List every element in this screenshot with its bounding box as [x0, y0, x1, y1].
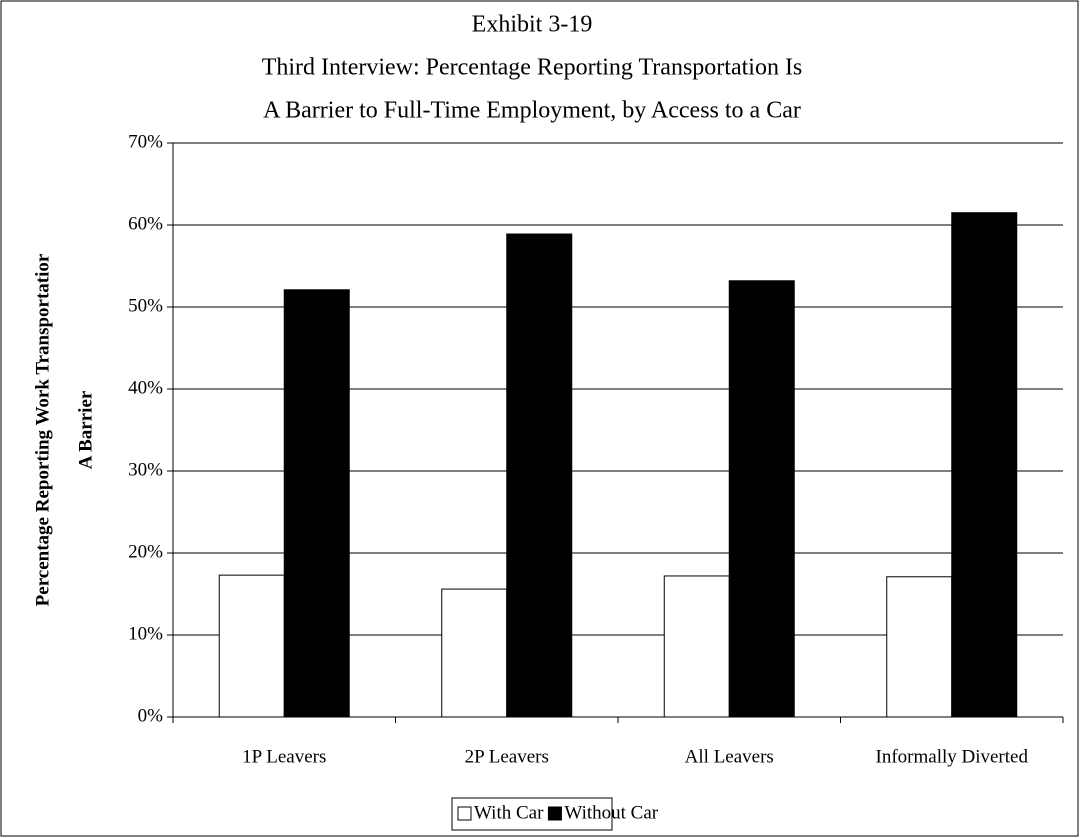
y-tick-label: 60%: [128, 213, 163, 234]
x-tick-label: 2P Leavers: [465, 746, 549, 767]
bar: [218, 574, 285, 718]
bar: [886, 576, 953, 718]
chart-title: Exhibit 3-19: [472, 12, 593, 38]
legend-swatch: [547, 806, 562, 821]
bar: [951, 212, 1018, 718]
bar: [728, 280, 795, 718]
y-tick-label: 20%: [128, 541, 163, 562]
chart-title: Third Interview: Percentage Reporting Tr…: [262, 55, 803, 81]
y-axis-title: Percentage Reporting Work Transportatior: [32, 253, 53, 606]
bar: [441, 588, 508, 718]
bar: [506, 233, 573, 718]
bar: [283, 289, 350, 718]
y-tick-label: 10%: [128, 623, 163, 644]
y-axis-title: A Barrier: [75, 390, 96, 469]
y-tick-label: 40%: [128, 377, 163, 398]
x-tick-label: All Leavers: [685, 746, 774, 767]
bar: [663, 575, 730, 718]
y-tick-label: 50%: [128, 295, 163, 316]
y-tick-label: 30%: [128, 459, 163, 480]
chart-title: A Barrier to Full-Time Employment, by Ac…: [263, 98, 801, 124]
legend-label: Without Car: [564, 802, 658, 823]
x-tick-label: Informally Diverted: [876, 746, 1029, 767]
legend-label: With Car: [474, 802, 544, 823]
x-tick-label: 1P Leavers: [242, 746, 326, 767]
y-tick-label: 70%: [128, 131, 163, 152]
legend-swatch: [457, 806, 472, 821]
y-tick-label: 0%: [138, 705, 164, 726]
legend-box: [451, 797, 613, 831]
